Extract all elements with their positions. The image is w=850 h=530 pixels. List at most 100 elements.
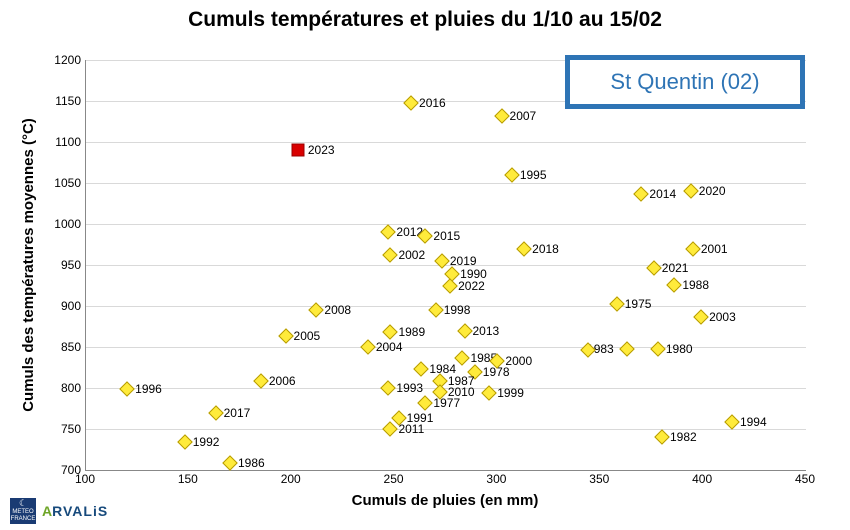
- data-point: [667, 277, 683, 293]
- highlight-point: [291, 144, 304, 157]
- gridline: [86, 142, 806, 143]
- x-tick-label: 100: [75, 472, 95, 486]
- x-tick-label: 400: [692, 472, 712, 486]
- location-label: St Quentin (02): [610, 69, 759, 95]
- data-point: [119, 381, 135, 397]
- point-label: 1980: [666, 342, 693, 356]
- point-label: 2020: [699, 184, 726, 198]
- data-point: [309, 302, 325, 318]
- data-point: [253, 374, 269, 390]
- point-label: 1999: [497, 386, 524, 400]
- data-point: [683, 183, 699, 199]
- point-label: 1982: [670, 430, 697, 444]
- point-label: 1992: [193, 435, 220, 449]
- data-point: [381, 224, 397, 240]
- point-label: 2021: [662, 261, 689, 275]
- data-point: [278, 328, 294, 344]
- point-label: 2014: [649, 187, 676, 201]
- y-tick-label: 950: [0, 258, 81, 272]
- location-box: St Quentin (02): [565, 55, 805, 109]
- point-label: 2001: [701, 242, 728, 256]
- data-point: [383, 247, 399, 263]
- x-tick-label: 450: [795, 472, 815, 486]
- data-point: [494, 108, 510, 124]
- data-point: [434, 253, 450, 269]
- point-label: 2003: [709, 310, 736, 324]
- data-point: [724, 415, 740, 431]
- data-point: [381, 380, 397, 396]
- point-label: 2000: [505, 354, 532, 368]
- point-label: 1988: [682, 278, 709, 292]
- meteo-text-bottom: FRANCE: [11, 516, 36, 523]
- arvalis-a: A: [42, 503, 52, 519]
- point-label: 2015: [433, 229, 460, 243]
- gridline: [86, 347, 806, 348]
- data-point: [414, 361, 430, 377]
- data-point: [403, 96, 419, 112]
- point-label: 2006: [269, 374, 296, 388]
- data-point: [685, 242, 701, 258]
- point-label: 1989: [398, 325, 425, 339]
- x-tick-label: 350: [589, 472, 609, 486]
- y-tick-label: 1000: [0, 217, 81, 231]
- x-tick-container: 100150200250300350400450: [85, 470, 805, 490]
- data-point: [418, 395, 434, 411]
- data-point: [634, 187, 650, 203]
- arvalis-logo: ARVALiS: [42, 503, 108, 519]
- data-point: [516, 241, 532, 257]
- meteo-text-top: METEO: [12, 509, 33, 516]
- point-label: 1998: [444, 303, 471, 317]
- data-point: [360, 339, 376, 355]
- gridline: [86, 265, 806, 266]
- point-label: 1975: [625, 297, 652, 311]
- point-label: 2017: [224, 406, 251, 420]
- point-label: 2004: [376, 340, 403, 354]
- data-point: [619, 342, 635, 358]
- x-axis-title: Cumuls de pluies (en mm): [85, 492, 805, 509]
- point-label: 2010: [448, 385, 475, 399]
- y-tick-label: 1150: [0, 94, 81, 108]
- data-point: [455, 350, 471, 366]
- y-tick-label: 800: [0, 381, 81, 395]
- data-point: [654, 429, 670, 445]
- point-label: 1993: [396, 381, 423, 395]
- point-label: 2007: [510, 109, 537, 123]
- gridline: [86, 224, 806, 225]
- data-point: [222, 455, 238, 471]
- y-axis-title: Cumuls des températures moyennes (°C): [20, 60, 37, 470]
- data-point: [208, 405, 224, 421]
- gridline: [86, 429, 806, 430]
- point-label: 2018: [532, 242, 559, 256]
- y-tick-label: 750: [0, 422, 81, 436]
- arvalis-rest: RVALiS: [52, 503, 108, 519]
- chart-title: Cumuls températures et pluies du 1/10 au…: [0, 8, 850, 32]
- y-tick-label: 850: [0, 340, 81, 354]
- point-label: 2002: [398, 248, 425, 262]
- x-tick-label: 250: [384, 472, 404, 486]
- point-label: 2022: [458, 279, 485, 293]
- x-tick-label: 150: [178, 472, 198, 486]
- y-tick-label: 1050: [0, 176, 81, 190]
- data-point: [457, 323, 473, 339]
- data-point: [646, 260, 662, 276]
- data-point: [609, 297, 625, 313]
- data-point: [693, 310, 709, 326]
- point-label: 1986: [238, 456, 265, 470]
- data-point: [177, 434, 193, 450]
- y-tick-label: 900: [0, 299, 81, 313]
- point-label: 2016: [419, 96, 446, 110]
- point-label: 2023: [308, 143, 335, 157]
- gridline: [86, 388, 806, 389]
- point-label: 2005: [294, 329, 321, 343]
- data-point: [504, 167, 520, 183]
- y-tick-label: 700: [0, 463, 81, 477]
- y-tick-container: 70075080085090095010001050110011501200: [0, 60, 85, 470]
- meteo-symbol: ☾: [19, 499, 27, 509]
- y-tick-label: 1200: [0, 53, 81, 67]
- x-tick-label: 200: [281, 472, 301, 486]
- data-point: [428, 302, 444, 318]
- data-point: [383, 324, 399, 340]
- plot-area: 1975197719781980198219831984198519861987…: [85, 60, 806, 471]
- logo-area: ☾ METEO FRANCE ARVALiS: [10, 498, 108, 524]
- point-label: 2008: [324, 303, 351, 317]
